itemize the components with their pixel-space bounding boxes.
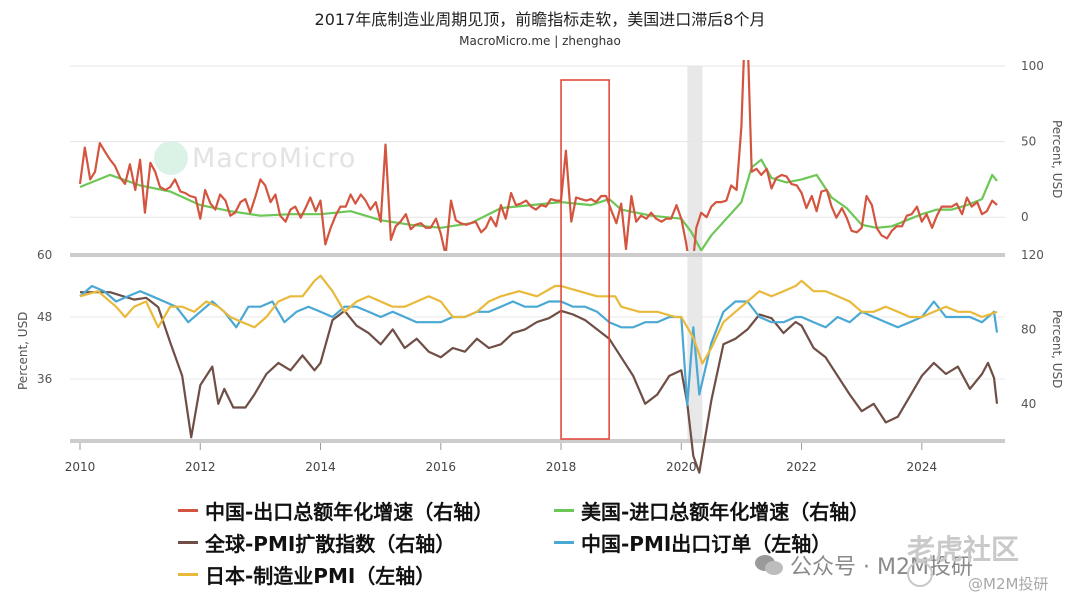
legend-item-us-imports[interactable]: 美国-进口总额年化增速（右轴）	[554, 496, 869, 525]
x-tick-label: 2012	[185, 460, 216, 474]
legend-label-global-pmi: 全球-PMI扩散指数（右轴）	[205, 532, 456, 556]
legend-item-japan-pmi[interactable]: 日本-制造业PMI（左轴）	[178, 560, 435, 589]
series-line-china-exports	[78, 60, 998, 251]
macromicro-watermark: MacroMicro	[154, 141, 356, 175]
legend-label-china-exports: 中国-出口总额年化增速（右轴）	[205, 500, 494, 524]
series-line-china-pmi-export	[79, 284, 999, 406]
legend-swatch-japan-pmi	[178, 573, 198, 576]
legend-item-china-pmi-export[interactable]: 中国-PMI出口订单（左轴）	[554, 528, 831, 557]
legend-item-global-pmi[interactable]: 全球-PMI扩散指数（右轴）	[178, 528, 455, 557]
x-tick-label: 2010	[65, 460, 96, 474]
wechat-watermark-text: 公众号 · M2M投研	[790, 555, 973, 580]
legend-swatch-china-pmi-export	[554, 541, 574, 544]
bottom-right-tick-label: 80	[1021, 322, 1036, 336]
top-right-tick-label: 50	[1021, 135, 1036, 149]
legend-label-us-imports: 美国-进口总额年化增速（右轴）	[581, 500, 870, 524]
bottom-left-axis-label: Percent, USD	[16, 312, 30, 390]
top-right-axis-label: Percent, USD	[1050, 120, 1064, 198]
bottom-right-tick-label: 40	[1021, 397, 1036, 411]
legend-swatch-china-exports	[178, 509, 198, 512]
corner-watermark-small: @M2M投研	[968, 575, 1049, 593]
x-tick-label: 2020	[666, 460, 697, 474]
macromicro-watermark-text: MacroMicro	[192, 142, 357, 174]
x-tick-label: 2014	[305, 460, 336, 474]
bottom-right-axis-label: Percent, USD	[1050, 310, 1064, 388]
x-tick-label: 2022	[786, 460, 817, 474]
x-tick-label: 2018	[546, 460, 577, 474]
wechat-icon	[754, 553, 784, 577]
x-tick-label: 2024	[907, 460, 938, 474]
legend-label-japan-pmi: 日本-制造业PMI（左轴）	[205, 564, 436, 588]
series-line-japan-pmi	[79, 274, 998, 365]
bottom-left-tick-label: 60	[37, 248, 52, 262]
bottom-left-tick-label: 36	[37, 372, 52, 386]
chart-title: 2017年底制造业周期见顶，前瞻指标走软，美国进口滞后8个月	[314, 10, 766, 29]
corner-watermark-circle-icon	[907, 561, 933, 587]
highlight-box-2018	[560, 79, 610, 440]
bottom-left-tick-label: 48	[37, 310, 52, 324]
wechat-watermark: 公众号 · M2M投研	[754, 549, 973, 581]
legend-swatch-us-imports	[554, 509, 574, 512]
x-tick-label: 2016	[426, 460, 457, 474]
bottom-right-tick-label: 120	[1021, 248, 1044, 262]
chart-subtitle: MacroMicro.me | zhenghao	[459, 34, 621, 48]
legend-swatch-global-pmi	[178, 541, 198, 544]
legend-item-china-exports[interactable]: 中国-出口总额年化增速（右轴）	[178, 496, 493, 525]
series-line-global-pmi	[80, 291, 999, 474]
top-right-tick-label: 100	[1021, 59, 1044, 73]
corner-watermark-big: 老虎社区	[907, 533, 1020, 566]
series-line-us-imports	[79, 158, 998, 251]
top-right-tick-label: 0	[1021, 210, 1029, 224]
macromicro-logo-icon	[154, 141, 188, 175]
legend-label-china-pmi-export: 中国-PMI出口订单（左轴）	[581, 532, 832, 556]
